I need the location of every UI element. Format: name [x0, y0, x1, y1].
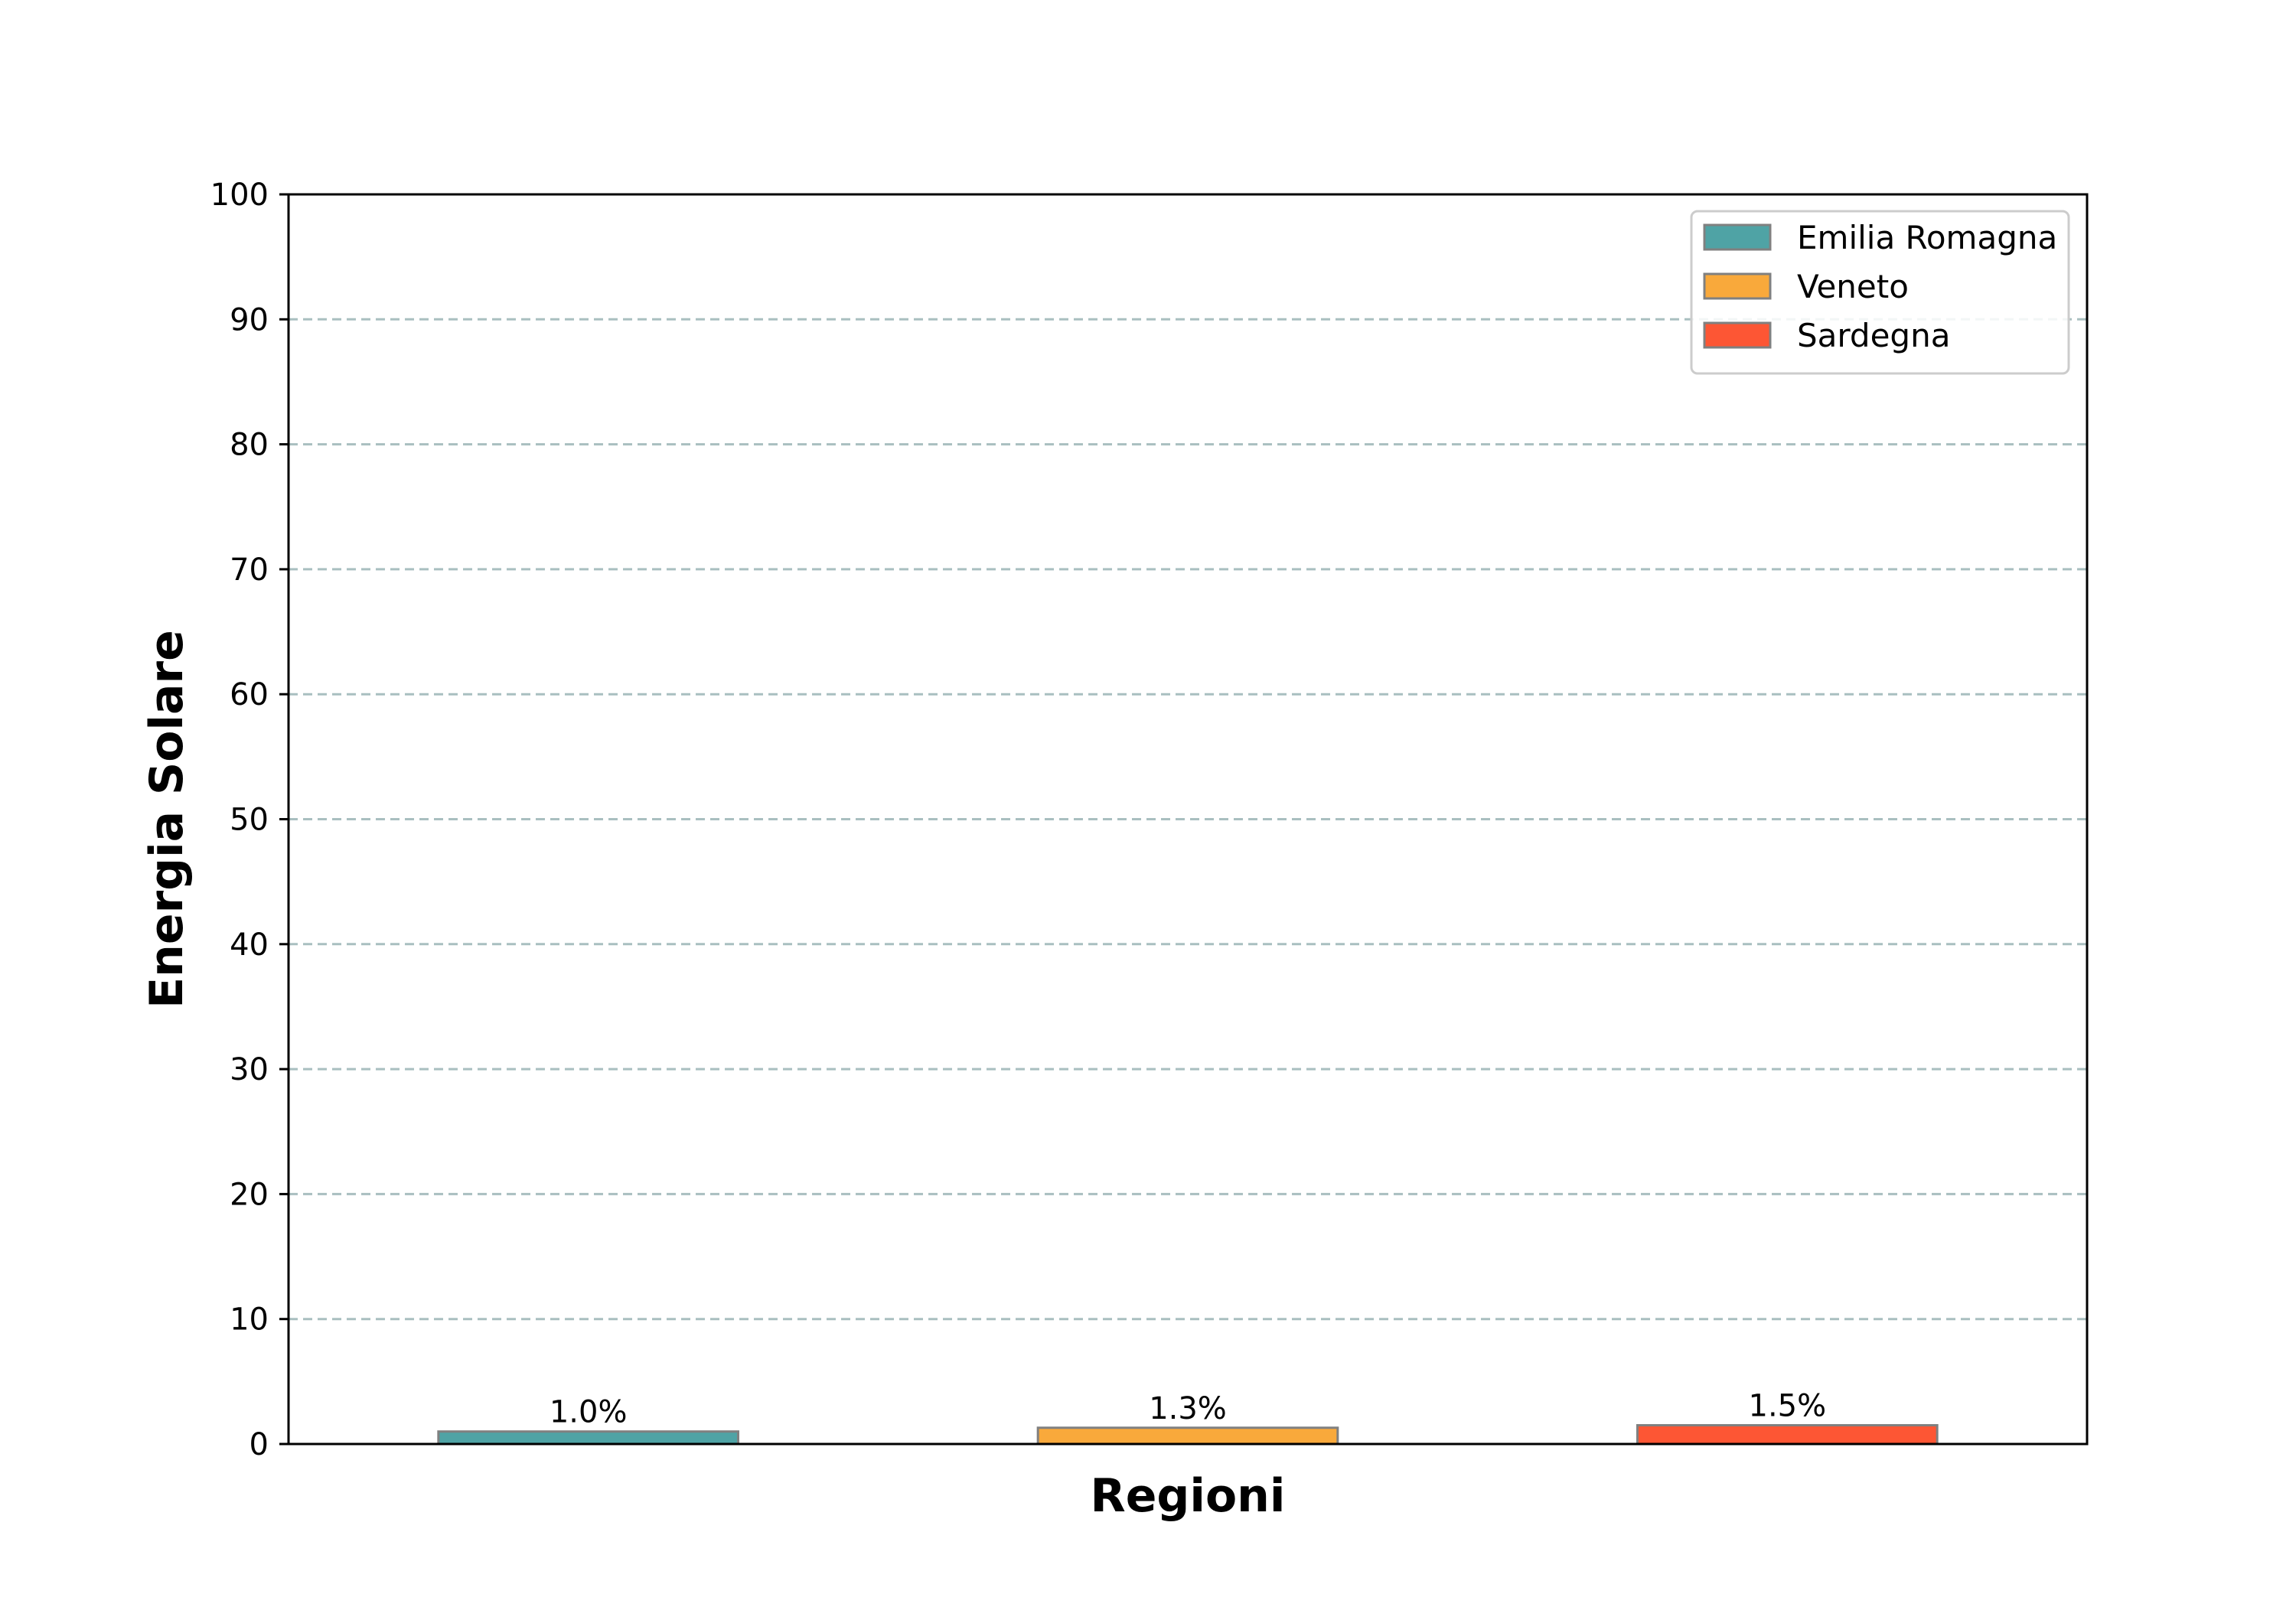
- y-tick-label: 10: [230, 1302, 269, 1338]
- y-tick-label: 90: [230, 302, 269, 337]
- x-axis-title: Regioni: [1091, 1469, 1286, 1523]
- legend: Emilia Romagna Veneto Sardegna: [1690, 210, 2070, 375]
- y-tick-label: 60: [230, 677, 269, 712]
- legend-swatch: [1703, 321, 1772, 349]
- y-tick-label: 0: [249, 1427, 269, 1462]
- y-tick-label: 30: [230, 1052, 269, 1087]
- legend-label: Sardegna: [1797, 317, 1950, 354]
- y-tick-label: 40: [230, 927, 269, 963]
- legend-swatch: [1703, 272, 1772, 300]
- legend-frame: [1690, 210, 2070, 375]
- y-axis-title: Energia Solare: [140, 630, 194, 1009]
- y-tick-label: 80: [230, 428, 269, 463]
- y-tick-label: 20: [230, 1177, 269, 1212]
- y-tick-label: 50: [230, 803, 269, 838]
- y-tick-label: 70: [230, 553, 269, 588]
- legend-swatch: [1703, 223, 1772, 251]
- data-labels: 1.0% 1.3% 1.5%: [550, 1389, 1826, 1430]
- bars: [437, 1424, 1939, 1446]
- bar-veneto: [1036, 1426, 1339, 1446]
- y-axis-ticks: 0 10 20 30 40 50 60 70 80 90 100: [210, 178, 289, 1462]
- bar-value-label: 1.3%: [1149, 1391, 1227, 1426]
- legend-label: Emilia Romagna: [1797, 219, 2057, 256]
- legend-label: Veneto: [1797, 268, 1909, 305]
- bar-value-label: 1.5%: [1749, 1389, 1827, 1424]
- bar-emilia-romagna: [437, 1430, 739, 1446]
- y-tick-label: 100: [210, 178, 269, 213]
- bar-sardegna: [1636, 1424, 1939, 1446]
- bar-value-label: 1.0%: [550, 1395, 628, 1430]
